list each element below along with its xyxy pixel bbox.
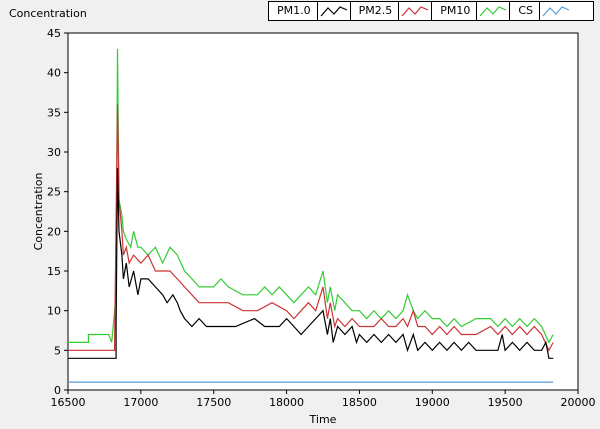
legend-swatch-pm1 bbox=[316, 2, 350, 20]
chart-title: Concentration bbox=[9, 7, 87, 20]
legend-swatch-line bbox=[542, 6, 570, 17]
plot-area bbox=[67, 32, 579, 391]
legend-swatch-line bbox=[479, 6, 507, 17]
y-tick-label: 35 bbox=[47, 106, 61, 119]
legend-swatch-line bbox=[401, 6, 429, 17]
y-tick-label: 25 bbox=[47, 186, 61, 199]
y-tick-label: 5 bbox=[54, 344, 61, 357]
y-axis-label: Concentration bbox=[32, 173, 45, 251]
y-tick-label: 40 bbox=[47, 67, 61, 80]
legend-label-pm25: PM2.5 bbox=[358, 4, 393, 17]
y-tick-label: 20 bbox=[47, 225, 61, 238]
series-layer bbox=[68, 48, 554, 383]
y-tick-label: 30 bbox=[47, 146, 61, 159]
legend: PM1.0 PM2.5 PM10 CS bbox=[268, 1, 594, 21]
x-tick-label: 18000 bbox=[269, 396, 304, 409]
legend-item-pm10: PM10 bbox=[432, 2, 511, 20]
series-line-pm10 bbox=[68, 167, 554, 359]
legend-swatch-line bbox=[320, 6, 347, 17]
y-tick-label: 15 bbox=[47, 265, 61, 278]
legend-swatch-pm25 bbox=[398, 2, 432, 20]
x-tick-label: 18500 bbox=[342, 396, 377, 409]
series-line-pm25 bbox=[68, 104, 554, 352]
legend-swatch-cs bbox=[539, 2, 573, 20]
legend-label-pm10: PM10 bbox=[440, 4, 471, 17]
legend-swatch-pm10 bbox=[476, 2, 510, 20]
axis-layer: 16500 17000 17500 18000 18500 19000 19500 20000… bbox=[47, 27, 596, 409]
x-tick-label: 19000 bbox=[415, 396, 450, 409]
x-tick-label: 20000 bbox=[561, 396, 596, 409]
y-tick-label: 0 bbox=[54, 384, 61, 397]
legend-label-pm1: PM1.0 bbox=[277, 4, 311, 17]
series-line-pm10 bbox=[68, 48, 554, 344]
y-tick-label: 10 bbox=[47, 305, 61, 318]
x-tick-label: 19500 bbox=[488, 396, 523, 409]
legend-item-pm1: PM1.0 bbox=[269, 2, 351, 20]
legend-item-pm25: PM2.5 bbox=[351, 2, 433, 20]
legend-label-cs: CS bbox=[518, 4, 534, 17]
y-tick-label: 45 bbox=[47, 27, 61, 40]
legend-item-cs: CS bbox=[510, 2, 573, 20]
x-tick-label: 17500 bbox=[196, 396, 231, 409]
x-axis-label: Time bbox=[309, 413, 337, 426]
x-tick-label: 17000 bbox=[123, 396, 158, 409]
x-tick-label: 16500 bbox=[51, 396, 86, 409]
